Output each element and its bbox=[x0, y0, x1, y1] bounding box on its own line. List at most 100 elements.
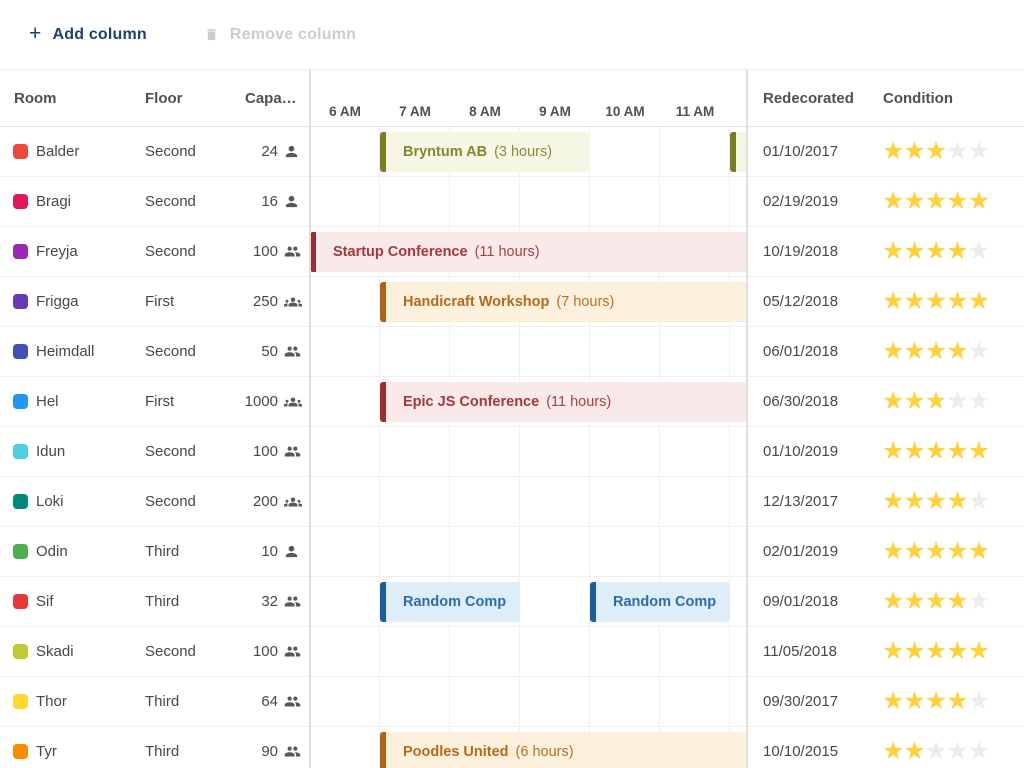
condition-rating[interactable]: ★ ★ ★ ★ ★ bbox=[882, 677, 990, 726]
condition-rating[interactable]: ★ ★ ★ ★ ★ bbox=[882, 177, 990, 226]
schedule-event[interactable]: Bryntum AB (3 hours) bbox=[380, 132, 590, 172]
schedule-lane[interactable]: Poodles United (6 hours) bbox=[310, 727, 748, 768]
star-icon: ★ bbox=[882, 687, 904, 715]
schedule-event[interactable]: Random Comp bbox=[590, 582, 730, 622]
event-name: Handicraft Workshop bbox=[403, 294, 550, 310]
condition-rating[interactable]: ★ ★ ★ ★ ★ bbox=[882, 427, 990, 476]
room-name: Skadi bbox=[36, 643, 74, 660]
person-icon bbox=[285, 195, 298, 208]
people-icon bbox=[284, 446, 301, 457]
star-icon: ★ bbox=[924, 237, 947, 265]
room-color-swatch bbox=[13, 744, 28, 759]
floor-value: Third bbox=[145, 743, 180, 760]
time-tick-label[interactable]: 7 AM bbox=[399, 104, 431, 119]
star-icon: ★ bbox=[882, 137, 904, 165]
column-header-room[interactable]: Room bbox=[14, 89, 57, 107]
schedule-lane[interactable]: Bryntum AB (3 hours) bbox=[310, 127, 748, 177]
condition-rating[interactable]: ★ ★ ★ ★ ★ bbox=[882, 527, 990, 576]
time-tick-label[interactable]: 8 AM bbox=[469, 104, 501, 119]
table-row[interactable]: Thor Third 64 09/30/2017 ★ ★ ★ ★ ★ bbox=[0, 677, 1024, 727]
schedule-lane[interactable] bbox=[310, 477, 748, 527]
schedule-lane[interactable]: Random Comp Random Comp bbox=[310, 577, 748, 627]
star-icon: ★ bbox=[967, 587, 990, 615]
condition-rating[interactable]: ★ ★ ★ ★ ★ bbox=[882, 477, 990, 526]
time-tick-label[interactable]: 6 AM bbox=[329, 104, 361, 119]
event-duration: (7 hours) bbox=[556, 294, 615, 310]
table-row[interactable]: Tyr Third 90 Poodles United (6 hours) 10/10… bbox=[0, 727, 1024, 768]
table-row[interactable]: Loki Second 200 12/13/2017 ★ ★ ★ ★ ★ bbox=[0, 477, 1024, 527]
capacity-value: 10 bbox=[261, 543, 278, 560]
star-icon: ★ bbox=[967, 287, 990, 315]
star-icon: ★ bbox=[946, 687, 968, 715]
condition-rating[interactable]: ★ ★ ★ ★ ★ bbox=[882, 327, 990, 376]
table-row[interactable]: Freyja Second 100 Startup Conference (11 h… bbox=[0, 227, 1024, 277]
condition-rating[interactable]: ★ ★ ★ ★ ★ bbox=[882, 227, 990, 276]
star-icon: ★ bbox=[882, 187, 904, 215]
table-row[interactable]: Heimdall Second 50 06/01/2018 ★ ★ ★ ★ ★ bbox=[0, 327, 1024, 377]
condition-rating[interactable]: ★ ★ ★ ★ ★ bbox=[882, 127, 990, 176]
schedule-event[interactable]: Poodles United (6 hours) bbox=[380, 732, 748, 768]
star-icon: ★ bbox=[967, 137, 990, 165]
condition-rating[interactable]: ★ ★ ★ ★ ★ bbox=[882, 377, 990, 426]
remove-column-button[interactable]: Remove column bbox=[204, 26, 356, 44]
schedule-lane[interactable] bbox=[310, 627, 748, 677]
time-axis-header: 6 AM 7 AM 8 AM 9 AM 10 AM 11 AM bbox=[310, 70, 748, 126]
table-row[interactable]: Idun Second 100 01/10/2019 ★ ★ ★ ★ ★ bbox=[0, 427, 1024, 477]
star-icon: ★ bbox=[903, 487, 925, 515]
table-row[interactable]: Skadi Second 100 11/05/2018 ★ ★ ★ ★ ★ bbox=[0, 627, 1024, 677]
schedule-event[interactable] bbox=[730, 132, 748, 172]
time-tick-label[interactable]: 9 AM bbox=[539, 104, 571, 119]
capacity-value: 100 bbox=[252, 443, 278, 460]
star-icon: ★ bbox=[924, 137, 947, 165]
star-icon: ★ bbox=[946, 737, 968, 765]
star-icon: ★ bbox=[924, 337, 947, 365]
grid-splitter-left[interactable] bbox=[309, 70, 311, 768]
schedule-event[interactable]: Startup Conference (11 hours) bbox=[310, 232, 748, 272]
capacity-icon-wrap bbox=[283, 377, 303, 426]
table-row[interactable]: Bragi Second 16 02/19/2019 ★ ★ ★ ★ ★ bbox=[0, 177, 1024, 227]
room-color-swatch bbox=[13, 494, 28, 509]
table-row[interactable]: Frigga First 250 Handicraft Workshop (7 ho… bbox=[0, 277, 1024, 327]
column-header-redecorated[interactable]: Redecorated bbox=[763, 89, 854, 107]
capacity-icon-wrap bbox=[283, 677, 302, 726]
floor-value: Third bbox=[145, 593, 180, 610]
time-tick-label[interactable]: 10 AM bbox=[605, 104, 645, 119]
add-column-button[interactable]: + Add column bbox=[29, 23, 147, 45]
schedule-lane[interactable] bbox=[310, 527, 748, 577]
grid-splitter-right[interactable] bbox=[746, 70, 748, 768]
star-icon: ★ bbox=[903, 437, 925, 465]
table-row[interactable]: Sif Third 32 Random Comp Random Comp 09/01… bbox=[0, 577, 1024, 627]
table-row[interactable]: Odin Third 10 02/01/2019 ★ ★ ★ ★ ★ bbox=[0, 527, 1024, 577]
condition-rating[interactable]: ★ ★ ★ ★ ★ bbox=[882, 277, 990, 326]
condition-rating[interactable]: ★ ★ ★ ★ ★ bbox=[882, 727, 990, 768]
schedule-lane[interactable] bbox=[310, 177, 748, 227]
trash-icon bbox=[207, 28, 216, 41]
star-icon: ★ bbox=[903, 637, 925, 665]
event-duration: (11 hours) bbox=[474, 244, 540, 260]
table-row[interactable]: Balder Second 24 Bryntum AB (3 hours) 01/1… bbox=[0, 127, 1024, 177]
condition-rating[interactable]: ★ ★ ★ ★ ★ bbox=[882, 627, 990, 676]
schedule-lane[interactable]: Epic JS Conference (11 hours) bbox=[310, 377, 748, 427]
schedule-lane[interactable] bbox=[310, 677, 748, 727]
schedule-event[interactable]: Handicraft Workshop (7 hours) bbox=[380, 282, 748, 322]
schedule-lane[interactable] bbox=[310, 427, 748, 477]
redecorated-date: 05/12/2018 bbox=[763, 293, 839, 310]
schedule-event[interactable]: Random Comp bbox=[380, 582, 520, 622]
column-header-condition[interactable]: Condition bbox=[883, 89, 953, 107]
schedule-lane[interactable] bbox=[310, 327, 748, 377]
table-row[interactable]: Hel First 1000 Epic JS Conference (11 hour… bbox=[0, 377, 1024, 427]
redecorated-date: 10/10/2015 bbox=[763, 743, 839, 760]
condition-rating[interactable]: ★ ★ ★ ★ ★ bbox=[882, 577, 990, 626]
capacity-icon-wrap bbox=[283, 327, 302, 376]
capacity-icon-wrap bbox=[283, 577, 302, 626]
time-tick-label[interactable]: 11 AM bbox=[675, 104, 715, 119]
star-icon: ★ bbox=[903, 337, 925, 365]
groups-icon bbox=[284, 297, 302, 306]
schedule-event[interactable]: Epic JS Conference (11 hours) bbox=[380, 382, 748, 422]
floor-value: Second bbox=[145, 443, 196, 460]
schedule-lane[interactable]: Startup Conference (11 hours) bbox=[310, 227, 748, 277]
column-header-floor[interactable]: Floor bbox=[145, 89, 183, 107]
schedule-lane[interactable]: Handicraft Workshop (7 hours) bbox=[310, 277, 748, 327]
column-header-capacity[interactable]: Capa… bbox=[245, 89, 297, 107]
redecorated-date: 09/30/2017 bbox=[763, 693, 839, 710]
